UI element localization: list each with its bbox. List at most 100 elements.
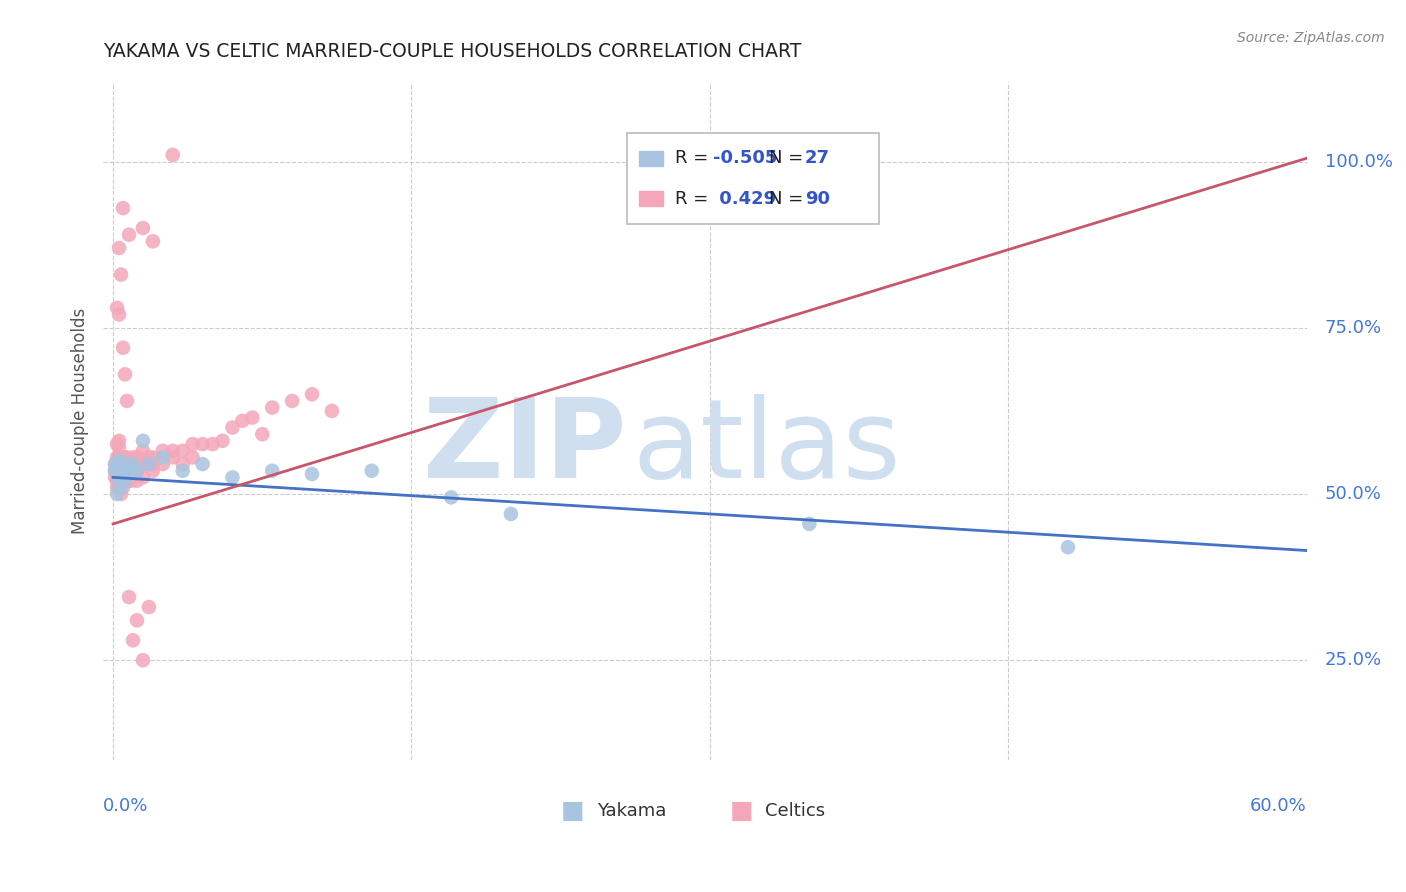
Point bbox=[108, 450, 131, 465]
Point bbox=[111, 474, 134, 488]
Point bbox=[114, 474, 136, 488]
Text: 0.429: 0.429 bbox=[713, 189, 776, 208]
Text: YAKAMA VS CELTIC MARRIED-COUPLE HOUSEHOLDS CORRELATION CHART: YAKAMA VS CELTIC MARRIED-COUPLE HOUSEHOL… bbox=[103, 42, 801, 61]
Point bbox=[115, 464, 138, 478]
Point bbox=[111, 457, 134, 471]
Text: ■: ■ bbox=[561, 799, 585, 822]
Point bbox=[110, 464, 132, 478]
Text: N =: N = bbox=[769, 189, 808, 208]
Text: R =: R = bbox=[675, 149, 714, 168]
Text: atlas: atlas bbox=[633, 394, 901, 501]
Point bbox=[301, 467, 323, 481]
Point bbox=[191, 457, 214, 471]
Point bbox=[1057, 540, 1080, 554]
Point bbox=[162, 450, 184, 465]
Point bbox=[108, 441, 131, 455]
Text: Yakama: Yakama bbox=[596, 802, 666, 820]
Point bbox=[152, 443, 174, 458]
Point bbox=[152, 450, 174, 465]
Point bbox=[120, 457, 142, 471]
Point bbox=[125, 464, 148, 478]
Point bbox=[108, 454, 131, 468]
Point bbox=[105, 480, 128, 494]
Text: 90: 90 bbox=[804, 189, 830, 208]
Point bbox=[110, 450, 132, 465]
Point bbox=[111, 341, 134, 355]
Point bbox=[105, 467, 128, 481]
Point bbox=[108, 308, 131, 322]
Point bbox=[108, 241, 131, 255]
Point bbox=[142, 450, 165, 465]
Point bbox=[118, 474, 141, 488]
Point bbox=[132, 221, 155, 235]
Point bbox=[111, 467, 134, 481]
Point bbox=[172, 443, 194, 458]
Point bbox=[221, 470, 243, 484]
Point bbox=[122, 464, 145, 478]
Point bbox=[108, 480, 131, 494]
Point bbox=[122, 457, 145, 471]
Text: 100.0%: 100.0% bbox=[1324, 153, 1393, 170]
Point bbox=[104, 464, 127, 478]
Point bbox=[105, 457, 128, 471]
Point bbox=[132, 443, 155, 458]
Point bbox=[111, 450, 134, 465]
Point bbox=[132, 470, 155, 484]
Point bbox=[105, 487, 128, 501]
Point bbox=[108, 457, 131, 471]
Text: R =: R = bbox=[675, 189, 714, 208]
Point bbox=[118, 590, 141, 604]
Point bbox=[142, 457, 165, 471]
Point bbox=[110, 268, 132, 282]
Point bbox=[125, 464, 148, 478]
Point bbox=[110, 487, 132, 501]
Point bbox=[114, 464, 136, 478]
Point bbox=[181, 450, 204, 465]
Text: -0.505: -0.505 bbox=[713, 149, 778, 168]
Point bbox=[105, 301, 128, 315]
Point bbox=[115, 457, 138, 471]
Point bbox=[162, 443, 184, 458]
Point bbox=[122, 633, 145, 648]
Point bbox=[104, 464, 127, 478]
Point bbox=[115, 450, 138, 465]
Text: 25.0%: 25.0% bbox=[1324, 651, 1382, 669]
Point bbox=[799, 516, 821, 531]
Point bbox=[122, 457, 145, 471]
Point bbox=[211, 434, 233, 448]
Point bbox=[118, 464, 141, 478]
Point bbox=[110, 464, 132, 478]
Text: ■: ■ bbox=[730, 799, 754, 822]
Point bbox=[138, 457, 160, 471]
Text: 27: 27 bbox=[804, 149, 830, 168]
Point bbox=[262, 401, 284, 415]
Point bbox=[122, 450, 145, 465]
Point bbox=[110, 480, 132, 494]
Point bbox=[105, 450, 128, 465]
Point bbox=[440, 491, 463, 505]
Point bbox=[142, 235, 165, 249]
Text: 0.0%: 0.0% bbox=[103, 797, 149, 815]
Point bbox=[120, 474, 142, 488]
Point bbox=[360, 464, 382, 478]
Point bbox=[138, 600, 160, 615]
Point bbox=[125, 613, 148, 627]
Point bbox=[110, 474, 132, 488]
Point bbox=[132, 653, 155, 667]
Point bbox=[221, 420, 243, 434]
Point bbox=[111, 464, 134, 478]
Point bbox=[132, 434, 155, 448]
Point bbox=[181, 437, 204, 451]
Point bbox=[115, 393, 138, 408]
Point bbox=[301, 387, 323, 401]
Text: N =: N = bbox=[769, 149, 808, 168]
Point bbox=[110, 457, 132, 471]
Point bbox=[108, 474, 131, 488]
Point bbox=[105, 437, 128, 451]
Point bbox=[104, 470, 127, 484]
Point bbox=[118, 457, 141, 471]
Point bbox=[172, 457, 194, 471]
Point bbox=[125, 450, 148, 465]
Text: ZIP: ZIP bbox=[423, 394, 627, 501]
Point bbox=[142, 464, 165, 478]
